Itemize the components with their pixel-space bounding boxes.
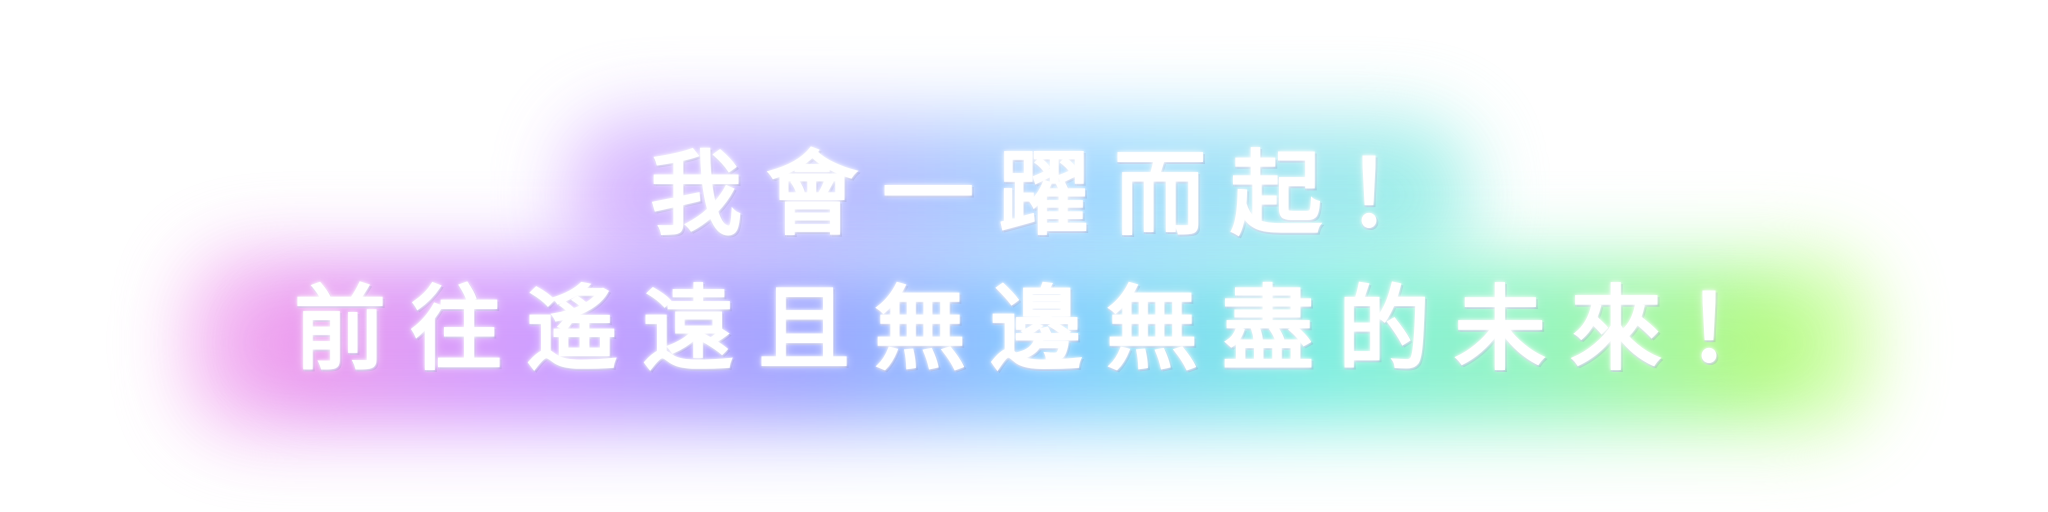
rainbow-glow-top: [570, 120, 1470, 270]
rainbow-glow-core: [260, 285, 1800, 405]
headline-line-2: 前往遙遠且無邊無盡的未來！: [293, 276, 1802, 383]
headline-line-1: 我會一躍而起！: [649, 141, 1462, 248]
